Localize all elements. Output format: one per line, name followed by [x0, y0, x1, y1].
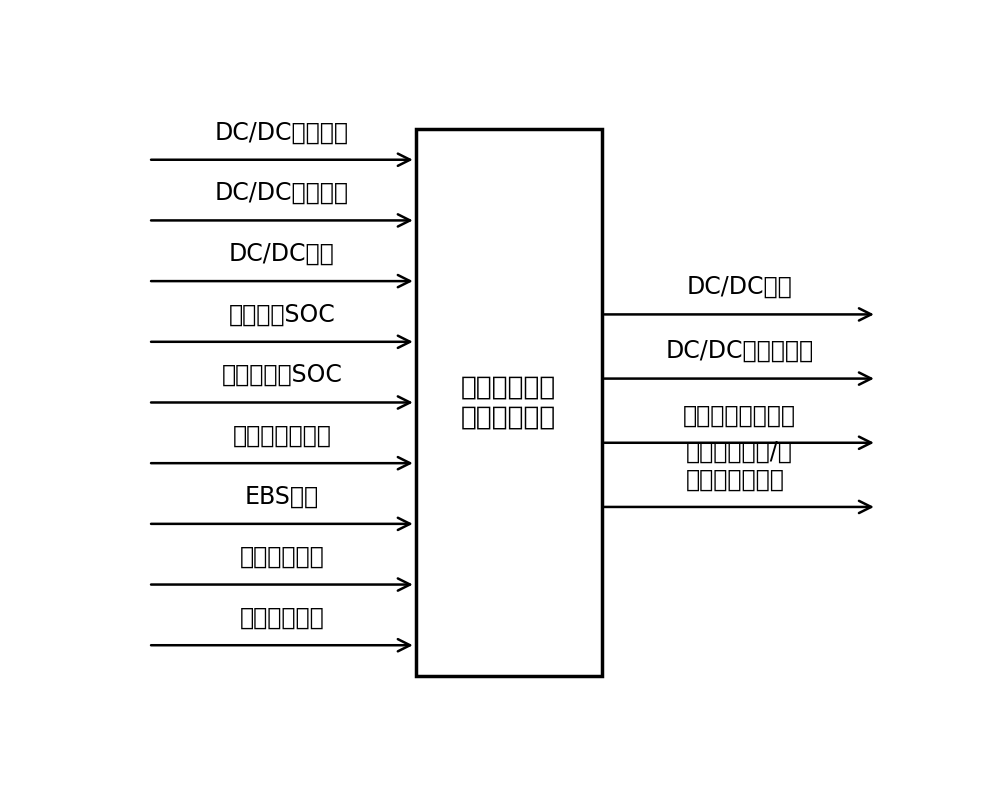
- Text: DC/DC输出电压: DC/DC输出电压: [215, 181, 349, 205]
- Text: 限制座椅加热/按
摩等舒适性功能: 限制座椅加热/按 摩等舒适性功能: [686, 440, 793, 492]
- Text: 动力电池SOC: 动力电池SOC: [229, 302, 335, 327]
- Text: DC/DC输出电压值: DC/DC输出电压值: [665, 340, 813, 363]
- Text: DC/DC使能: DC/DC使能: [686, 275, 792, 299]
- Text: DC/DC温度: DC/DC温度: [229, 241, 335, 265]
- Text: 敏感负载开启: 敏感负载开启: [240, 606, 324, 630]
- Text: 车辆运行模式: 车辆运行模式: [240, 545, 324, 569]
- Text: 整车控制单元
电源管理策略: 整车控制单元 电源管理策略: [461, 375, 556, 430]
- Text: 低压蓄电池SOC: 低压蓄电池SOC: [222, 363, 342, 387]
- Text: 低压蓄电池温度: 低压蓄电池温度: [232, 424, 331, 448]
- Text: EBS报错: EBS报错: [245, 485, 319, 508]
- Bar: [416, 129, 602, 676]
- Text: DC/DC输出电流: DC/DC输出电流: [215, 120, 349, 144]
- Text: 动力电机发电模式: 动力电机发电模式: [683, 403, 796, 427]
